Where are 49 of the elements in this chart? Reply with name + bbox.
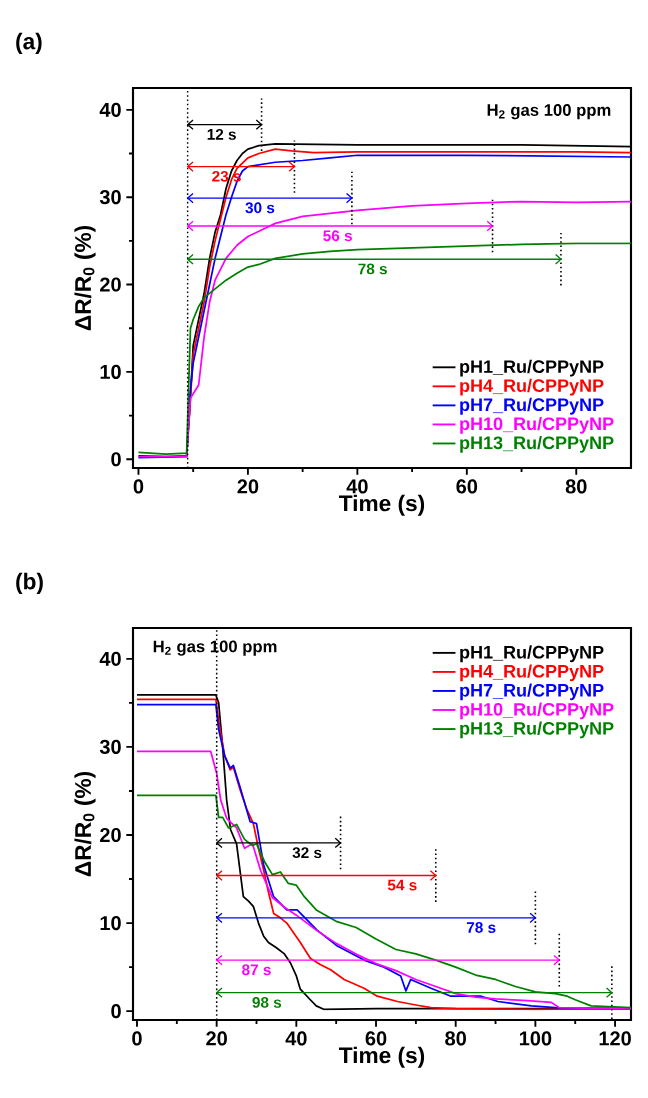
- annotation: 30 s: [245, 202, 275, 214]
- annotation: 98 s: [252, 996, 282, 1008]
- annotation: 56 s: [323, 230, 352, 242]
- x-tick-label: 80: [565, 479, 587, 494]
- legend-label: pH4_Ru/CPPyNP: [460, 378, 604, 396]
- y-tick-label: 20: [100, 277, 121, 292]
- chart-title: (a): [16, 32, 42, 54]
- y-tick-label: 40: [99, 102, 121, 117]
- y-tick-label: 30: [99, 739, 121, 755]
- annotation: 78 s: [466, 922, 496, 933]
- legend-label: pH7_Ru/CPPyNP: [460, 397, 604, 415]
- y-tick-label: 10: [100, 364, 121, 379]
- x-axis-title: Time (s): [339, 494, 425, 516]
- x-tick-label: 40: [346, 479, 368, 494]
- annotation: 87 s: [242, 964, 271, 976]
- x-tick-label: 20: [237, 479, 259, 494]
- y-tick-label: 40: [99, 651, 121, 666]
- x-tick-label: 60: [456, 479, 478, 494]
- x-axis-title: Time (s): [339, 1046, 425, 1068]
- annotation: 12 s: [207, 128, 236, 140]
- x-tick-label: 0: [133, 479, 144, 494]
- x-tick-label: 80: [445, 1031, 466, 1046]
- annotation: H$_{2}$ gas 100 ppm: [153, 640, 277, 656]
- y-axis-title: ΔR/R$_{0}$ (%): [74, 771, 96, 877]
- x-tick-label: 120: [599, 1031, 631, 1046]
- legend-label: pH1_Ru/CPPyNP: [460, 645, 604, 663]
- legend-label: pH1_Ru/CPPyNP: [460, 359, 604, 377]
- annotation: 78 s: [358, 263, 387, 275]
- y-tick-label: 0: [111, 452, 121, 467]
- legend-label: pH4_Ru/CPPyNP: [460, 664, 604, 682]
- x-tick-label: 60: [365, 1031, 387, 1046]
- y-tick-label: 10: [100, 916, 121, 931]
- y-tick-label: 0: [111, 1004, 121, 1019]
- legend-label: pH10_Ru/CPPyNP: [460, 702, 614, 720]
- x-tick-label: 20: [206, 1031, 227, 1046]
- annotation: H$_{2}$ gas 100 ppm: [487, 104, 611, 120]
- y-tick-label: 20: [100, 827, 121, 843]
- chart-title: (b): [16, 572, 43, 594]
- legend-label: pH10_Ru/CPPyNP: [460, 416, 614, 434]
- annotation: 54 s: [387, 879, 417, 891]
- x-tick-label: 40: [285, 1031, 307, 1046]
- y-axis-title: ΔR/R$_{0}$ (%): [74, 225, 96, 331]
- y-tick-label: 30: [99, 190, 121, 205]
- legend-label: pH13_Ru/CPPyNP: [460, 435, 614, 453]
- x-tick-label: 0: [132, 1031, 142, 1046]
- annotation: 32 s: [292, 847, 322, 859]
- x-tick-label: 100: [519, 1031, 552, 1046]
- legend-label: pH7_Ru/CPPyNP: [460, 683, 604, 701]
- legend-label: pH13_Ru/CPPyNP: [460, 721, 614, 739]
